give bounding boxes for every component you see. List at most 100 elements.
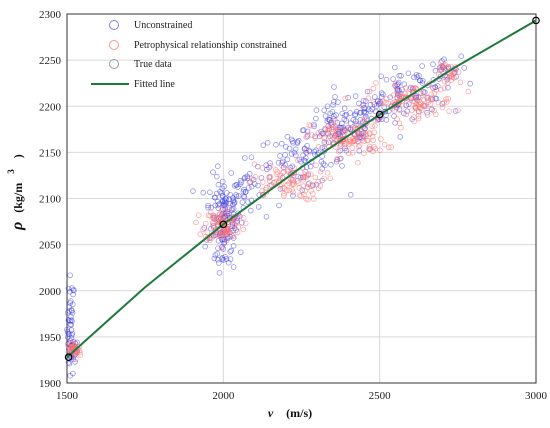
scatter-point-constrained [441, 62, 447, 69]
scatter-point-constrained [300, 183, 307, 189]
scatter-point-unconstrained [239, 199, 246, 206]
scatter-point-unconstrained [246, 170, 253, 177]
scatter-point-constrained [381, 141, 388, 148]
scatter-point-constrained [315, 143, 322, 150]
scatter-point-constrained [323, 140, 330, 147]
scatter-point-constrained [425, 95, 432, 101]
scatter-point-unconstrained [439, 101, 446, 107]
y-tick-label: 2100 [39, 194, 62, 206]
scatter-point-unconstrained [332, 94, 338, 100]
scatter-point-constrained [266, 174, 273, 181]
legend: Unconstrained Petrophysical relationship… [91, 20, 287, 90]
scatter-point-unconstrained [335, 99, 341, 105]
scatter-point-constrained [240, 226, 247, 233]
scatter-point-constrained [211, 225, 217, 231]
scatter-point-constrained [246, 179, 253, 186]
scatter-point-unconstrained [325, 116, 332, 123]
scatter-point-unconstrained [72, 359, 78, 365]
scatter-point-constrained [208, 209, 214, 216]
scatter-point-unconstrained [243, 189, 249, 195]
scatter-point-constrained [207, 237, 213, 243]
scatter-point-unconstrained [295, 137, 302, 144]
scatter-point-unconstrained [405, 70, 412, 77]
scatter-point-constrained [315, 178, 322, 185]
scatter-point-unconstrained [383, 76, 390, 83]
scatter-point-constrained [216, 211, 223, 218]
scatter-point-unconstrained [352, 112, 358, 119]
scatter-point-unconstrained [322, 162, 328, 169]
svg-text:ρ (kg/m 3 ): ρ (kg/m 3 ) [3, 154, 26, 231]
scatter-point-constrained [377, 147, 383, 154]
scatter-point-constrained [196, 212, 202, 219]
scatter-point-constrained [200, 226, 206, 233]
scatter-point-constrained [330, 134, 336, 141]
scatter-point-constrained [441, 65, 448, 71]
scatter-point-unconstrained [221, 200, 227, 207]
scatter-point-unconstrained [278, 140, 285, 147]
scatter-point-unconstrained [396, 72, 403, 79]
legend-label-constrained: Petrophysical relationship constrained [134, 40, 287, 51]
scatter-point-unconstrained [289, 138, 296, 144]
scatter-point-constrained [71, 348, 77, 355]
scatter-point-unconstrained [67, 372, 73, 379]
scatter-point-constrained [439, 104, 446, 111]
scatter-point-constrained [295, 157, 301, 164]
scatter-point-constrained [403, 102, 410, 109]
scatter-point-unconstrained [202, 243, 209, 250]
scatter-point-constrained [303, 174, 309, 180]
scatter-point-constrained [438, 86, 444, 93]
scatter-point-constrained [259, 187, 265, 194]
scatter-point-constrained [342, 128, 349, 134]
scatter-point-unconstrained [288, 151, 295, 157]
scatter-point-constrained [324, 126, 331, 133]
scatter-point-constrained [303, 147, 310, 154]
scatter-point-constrained [296, 192, 303, 199]
scatter-point-unconstrained [452, 108, 459, 114]
scatter-point-unconstrained [391, 113, 397, 119]
scatter-point-constrained [303, 134, 310, 141]
scatter-point-unconstrained [361, 108, 368, 115]
scatter-point-unconstrained [255, 182, 261, 189]
scatter-point-constrained [396, 120, 403, 127]
scatter-point-unconstrained [282, 152, 288, 158]
scatter-point-constrained [295, 180, 302, 186]
scatter-point-unconstrained [419, 63, 425, 69]
scatter-point-constrained [324, 169, 331, 176]
scatter-point-constrained [349, 139, 355, 146]
scatter-point-constrained [225, 206, 232, 213]
scatter-point-unconstrained [276, 202, 282, 209]
scatter-point-unconstrained [339, 163, 345, 169]
true-data-layer [64, 16, 540, 361]
scatter-point-unconstrained [220, 257, 227, 263]
scatter-point-constrained [411, 118, 417, 125]
scatter-point-unconstrained [69, 318, 75, 325]
scatter-point-unconstrained [318, 158, 325, 165]
scatter-point-constrained [420, 96, 427, 103]
scatter-point-constrained [335, 148, 342, 155]
scatter-point-constrained [337, 143, 344, 149]
scatter-point-constrained [373, 80, 379, 86]
scatter-point-constrained [304, 131, 311, 138]
x-axis-unit: (m/s) [286, 406, 312, 420]
scatter-point-constrained [355, 143, 362, 150]
scatter-point-constrained [318, 132, 325, 138]
scatter-point-constrained [66, 343, 72, 350]
scatter-point-unconstrained [233, 192, 239, 198]
fitted-line-layer [66, 19, 537, 358]
scatter-point-unconstrained [311, 148, 318, 155]
x-axis-symbol: v [268, 406, 274, 420]
scatter-point-constrained [447, 72, 454, 79]
x-tick-labels: 1500 2000 2500 3000 [56, 390, 548, 402]
scatter-point-unconstrained [245, 199, 251, 205]
scatter-point-constrained [390, 92, 397, 98]
scatter-point-unconstrained [458, 53, 465, 59]
scatter-point-constrained [329, 121, 336, 127]
y-tick-label: 1950 [39, 332, 62, 344]
scatter-point-unconstrained [279, 160, 285, 166]
scatter-point-constrained [407, 86, 413, 92]
scatter-point-constrained [229, 232, 236, 239]
x-tick-label: 3000 [525, 390, 548, 402]
true-data-point [219, 220, 228, 229]
scatter-point-unconstrained [255, 204, 262, 210]
y-tick-label: 2050 [39, 240, 62, 252]
